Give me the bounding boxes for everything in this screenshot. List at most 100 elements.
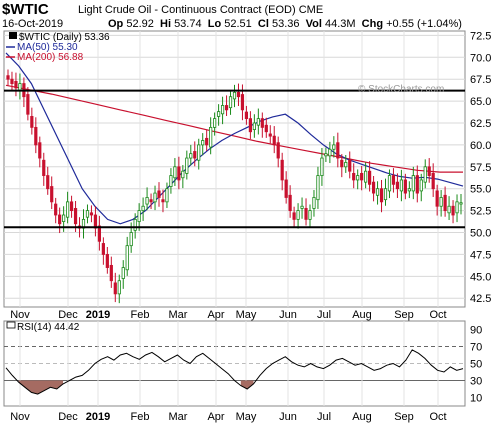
candle-body — [42, 159, 46, 176]
candle-body — [149, 199, 153, 203]
candle-body — [240, 94, 245, 111]
candle-body — [360, 172, 364, 181]
time-tick-label: Jun — [279, 309, 297, 321]
watermark-text: © StockCharts.com — [358, 84, 444, 95]
candle-body — [344, 162, 348, 168]
candle-body — [141, 205, 145, 212]
volume-label: Vol — [305, 18, 322, 30]
candle-body — [97, 225, 101, 242]
quote-date: 16-Oct-2019 — [2, 18, 64, 30]
rsi-time-tick-label: Nov — [10, 411, 30, 423]
candle-body — [73, 208, 78, 225]
time-tick-label: Aug — [352, 309, 372, 321]
candle-body — [161, 199, 165, 203]
rsi-tick-label: 10 — [470, 393, 482, 405]
time-tick-label: Dec — [58, 309, 78, 321]
candle-body — [34, 126, 38, 146]
rsi-panel-frame — [3, 320, 466, 407]
price-tick-label: 67.5 — [470, 74, 491, 86]
candles-group — [6, 69, 463, 304]
candle-body — [220, 105, 225, 115]
open-label: Op — [108, 18, 124, 30]
candle-body — [296, 210, 300, 220]
legend-price-label: $WTIC (Daily) 53.36 — [19, 32, 110, 43]
rsi-tick-label: 50 — [470, 359, 482, 371]
candle-body — [181, 170, 185, 179]
time-tick-label: Jul — [317, 309, 331, 321]
candle-body — [217, 111, 221, 117]
candle-body — [129, 232, 133, 247]
rsi-line-group — [5, 349, 464, 395]
candle-body — [244, 111, 249, 120]
candle-body — [137, 210, 141, 222]
rsi-legend-label: RSI(14) 44.42 — [17, 322, 80, 333]
rsi-time-tick-label: Feb — [131, 411, 150, 423]
candle-body — [256, 118, 260, 126]
change-label: Chg — [361, 18, 384, 30]
low-label: Lo — [207, 18, 222, 30]
open-value: 52.92 — [126, 18, 154, 30]
legend-price-swatch — [9, 32, 17, 39]
rsi-tick-label: 30 — [470, 376, 482, 388]
candle-body — [399, 179, 403, 192]
candle-body — [18, 83, 22, 91]
high-label: Hi — [160, 18, 171, 30]
candle-body — [89, 212, 94, 216]
candle-body — [173, 166, 177, 179]
change-value: +0.55 (+1.04%) — [386, 18, 462, 30]
candle-body — [109, 264, 113, 282]
candle-body — [371, 181, 376, 194]
candle-body — [375, 188, 380, 196]
candle-body — [455, 201, 459, 214]
candle-body — [54, 203, 58, 216]
legend-ma200-label: MA(200) 56.88 — [17, 52, 84, 63]
candle-body — [153, 192, 157, 203]
rsi-time-axis: Nov Dec 2019 Feb Mar Apr May Jun Jul Aug Sep Oct — [10, 411, 446, 423]
candle-body — [379, 188, 384, 203]
candle-body — [332, 144, 336, 150]
candle-body — [276, 142, 280, 159]
time-tick-label: 2019 — [86, 309, 110, 321]
candle-body — [284, 179, 288, 198]
price-tick-label: 65.0 — [470, 96, 491, 108]
rsi-time-tick-label: Apr — [207, 411, 224, 423]
price-tick-label: 50.0 — [470, 228, 491, 240]
candle-body — [403, 179, 407, 194]
candle-body — [280, 159, 284, 181]
candle-body — [209, 126, 213, 148]
candle-body — [6, 75, 10, 80]
candle-body — [10, 78, 14, 84]
volume-value: 44.3M — [324, 18, 356, 30]
candle-body — [145, 197, 149, 205]
candle-body — [85, 210, 90, 218]
high-value: 53.74 — [174, 18, 202, 30]
candle-body — [439, 197, 443, 207]
candle-body — [260, 118, 264, 128]
candle-body — [121, 267, 125, 279]
candle-body — [93, 214, 98, 229]
chart-instrument-name: Light Crude Oil - Continuous Contract (E… — [78, 4, 323, 16]
time-tick-label: Nov — [10, 309, 30, 321]
time-tick-label: Feb — [131, 309, 150, 321]
candle-body — [105, 254, 109, 268]
price-tick-label: 47.5 — [470, 249, 491, 261]
candle-body — [165, 188, 169, 203]
ma200-line — [5, 84, 463, 173]
candle-body — [252, 122, 256, 130]
candle-body — [308, 210, 312, 220]
candle-body — [427, 166, 431, 176]
rsi-tick-label: 90 — [470, 325, 482, 337]
rsi-line — [5, 349, 464, 395]
rsi-axis: 10 30 50 70 90 — [470, 325, 482, 405]
time-tick-label: Oct — [429, 309, 446, 321]
candle-body — [46, 175, 50, 190]
rsi-tick-label: 70 — [470, 342, 482, 354]
candle-body — [193, 151, 197, 159]
price-legend: $WTIC (Daily) 53.36 MA(50) 55.30 MA(200)… — [6, 32, 110, 63]
candle-body — [292, 212, 296, 220]
candle-body — [407, 188, 411, 192]
candle-body — [368, 170, 372, 185]
rsi-legend: RSI(14) 44.42 — [6, 321, 80, 333]
rsi-legend-swatch — [6, 321, 16, 329]
support-resistance-lines — [4, 89, 465, 229]
